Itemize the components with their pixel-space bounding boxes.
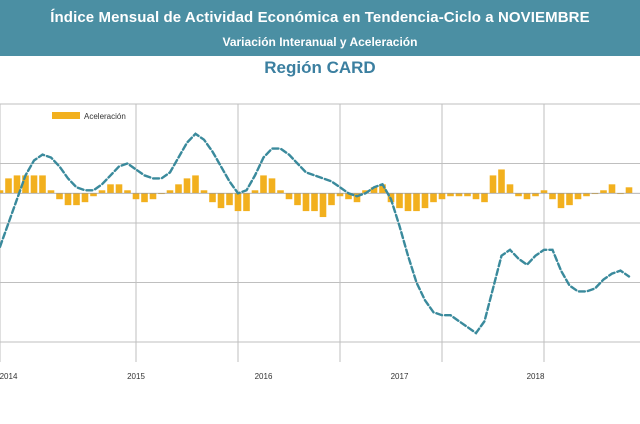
acceleration-bar [217,193,225,209]
acceleration-bar [574,193,582,200]
acceleration-bar [557,193,565,209]
acceleration-bar [132,193,140,200]
x-tick-label: 2016 [255,372,273,381]
acceleration-bar [328,193,335,206]
legend-label: Aceleración [84,112,126,121]
acceleration-bar [438,193,446,200]
acceleration-bar [455,193,463,197]
acceleration-bar [489,175,497,194]
acceleration-bar [362,190,369,194]
acceleration-bar [251,190,259,194]
acceleration-bar [90,193,97,197]
acceleration-bar [22,175,29,194]
acceleration-bar [506,184,514,194]
chart-plot-area: Aceleración 2014 2015 2016 2017 2018 [0,103,640,381]
acceleration-bar [243,193,250,212]
acceleration-bar [200,190,208,194]
acceleration-bar [515,193,522,197]
acceleration-bar [396,193,403,209]
x-tick-labels: 2014 2015 2016 2017 2018 [0,372,545,381]
acceleration-bar [472,193,480,200]
acceleration-bar [149,193,157,200]
acceleration-bar [30,175,38,194]
acceleration-bar [47,190,55,194]
acceleration-bar [192,175,199,194]
acceleration-bar [209,193,216,203]
acceleration-bar [353,193,361,203]
acceleration-bar [166,190,174,194]
acceleration-bar [98,190,106,194]
acceleration-bars [0,169,640,218]
acceleration-bar [600,190,607,194]
acceleration-bar [413,193,420,212]
acceleration-bar [481,193,488,203]
bottom-whitespace [0,384,640,424]
chart-title: Índice Mensual de Actividad Económica en… [50,9,590,26]
acceleration-bar [260,175,267,194]
acceleration-bar [583,193,590,197]
acceleration-bar [234,193,242,212]
region-title: Región CARD [264,58,376,77]
acceleration-bar [430,193,437,203]
acceleration-bar [302,193,310,212]
title-banner: Índice Mensual de Actividad Económica en… [0,0,640,56]
acceleration-bar [549,193,556,200]
acceleration-bar [319,193,327,218]
acceleration-bar [370,187,378,194]
acceleration-bar [464,193,471,197]
x-tick-label: 2015 [127,372,145,381]
acceleration-bar [566,193,573,206]
acceleration-bar [336,193,344,197]
acceleration-bar [345,193,352,200]
x-tick-label: 2014 [0,372,18,381]
acceleration-bar [608,184,616,194]
acceleration-bar [81,193,89,203]
acceleration-bar [625,187,633,194]
acceleration-bar [379,184,386,194]
trend-line-layer [0,132,631,335]
acceleration-bar [64,193,72,206]
acceleration-bar [73,193,80,206]
acceleration-bar [277,190,284,194]
acceleration-bar [421,193,429,209]
acceleration-bar [141,193,148,203]
acceleration-bar [115,184,123,194]
trend-series-line [0,132,631,335]
grid-layer [0,103,640,362]
acceleration-bar [311,193,318,212]
acceleration-bar [39,175,46,194]
x-tick-label: 2017 [391,372,409,381]
acceleration-bar [498,169,505,194]
acceleration-bar [540,190,548,194]
acceleration-bar [124,190,131,194]
acceleration-bar [532,193,539,197]
acceleration-bar [107,184,114,194]
acceleration-bar [226,193,233,206]
legend-swatch [52,112,80,119]
acceleration-bar [5,178,12,194]
acceleration-bar [404,193,412,212]
acceleration-bar [175,184,182,194]
acceleration-bar [13,175,21,194]
acceleration-bar [56,193,63,200]
acceleration-bar [268,178,276,194]
acceleration-bar [285,193,293,200]
chart-subtitle: Variación Interanual y Aceleración [222,35,418,49]
legend: Aceleración [52,112,126,121]
x-tick-label: 2018 [527,372,545,381]
acceleration-bar [447,193,454,197]
acceleration-bar [523,193,531,200]
acceleration-bar [0,190,4,194]
acceleration-bar [183,178,191,194]
acceleration-bar [294,193,301,206]
